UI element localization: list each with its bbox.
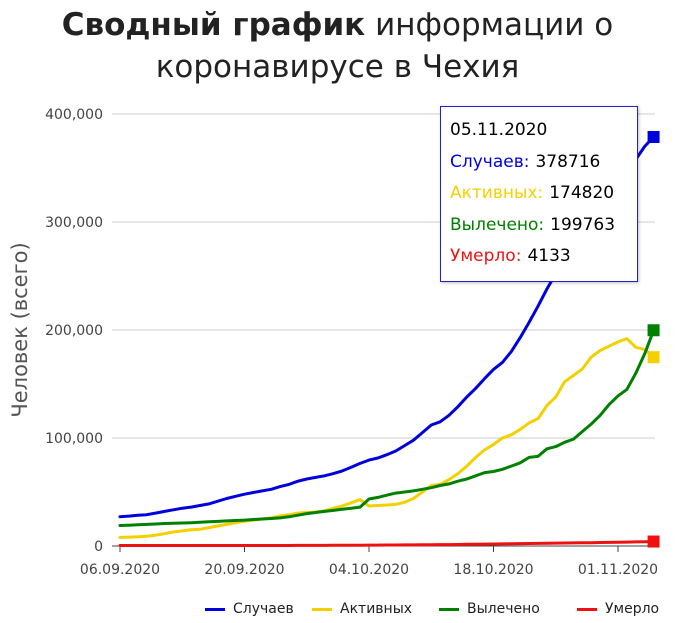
legend-label-recovered: Вылечено xyxy=(467,601,540,617)
legend-label-cases: Случаев xyxy=(233,601,294,617)
tooltip-row-deaths: Умерло: 4133 xyxy=(450,245,637,277)
legend-item-deaths[interactable]: Умерло xyxy=(577,598,659,620)
y-tick-label: 200,000 xyxy=(45,323,103,339)
legend-label-deaths: Умерло xyxy=(605,601,660,617)
legend-item-cases[interactable]: Случаев xyxy=(205,598,294,620)
chart-title-bold: Сводный график xyxy=(61,7,366,43)
tooltip-value-active: 174820 xyxy=(549,183,615,203)
x-tick-label: 04.10.2020 xyxy=(329,562,409,578)
y-tick-label: 400,000 xyxy=(45,107,103,123)
tooltip-label-cases: Случаев: xyxy=(450,151,530,172)
y-tick-label: 300,000 xyxy=(45,215,103,231)
legend-swatch-deaths xyxy=(577,607,597,611)
series-end-marker-1 xyxy=(647,351,660,364)
legend-swatch-recovered xyxy=(439,607,459,611)
chart-title-line2: коронавирусе в Чехия xyxy=(155,49,520,85)
y-axis-title: Человек (всего) xyxy=(8,242,32,417)
tooltip-value-deaths: 4133 xyxy=(527,246,571,266)
tooltip-value-cases: 378716 xyxy=(535,151,601,172)
legend-swatch-active xyxy=(312,607,332,611)
series-end-marker-0 xyxy=(647,130,660,143)
legend-label-active: Активных xyxy=(340,601,413,617)
legend-item-recovered[interactable]: Вылечено xyxy=(439,598,540,620)
series-line-1 xyxy=(118,337,656,539)
series-end-marker-3 xyxy=(647,535,660,548)
series-line-2 xyxy=(118,328,656,527)
tooltip-label-recovered: Вылечено: xyxy=(450,214,545,235)
tooltip-label-deaths: Умерло: xyxy=(450,246,522,266)
tooltip-row-active: Активных: 174820 xyxy=(450,182,637,214)
x-tick-label: 18.10.2020 xyxy=(453,562,533,578)
tooltip-date: 05.11.2020 xyxy=(450,120,548,140)
legend-swatch-cases xyxy=(205,607,225,611)
y-tick-label: 0 xyxy=(94,539,103,555)
x-tick-label: 01.11.2020 xyxy=(578,562,658,578)
legend-item-active[interactable]: Активных xyxy=(312,598,412,620)
chart-title: Сводный график информации о коронавирусе… xyxy=(0,4,675,88)
tooltip-row-cases: Случаев: 378716 xyxy=(450,151,637,183)
x-tick-label: 06.09.2020 xyxy=(80,562,160,578)
data-tooltip: 05.11.2020 Случаев: 378716 Активных: 17482… xyxy=(440,106,638,282)
tooltip-row-recovered: Вылечено: 199763 xyxy=(450,214,637,246)
series-line-3 xyxy=(118,540,656,547)
series-end-marker-2 xyxy=(647,324,660,337)
y-tick-label: 100,000 xyxy=(45,431,103,447)
chart-title-rest: информации о xyxy=(365,7,614,43)
tooltip-value-recovered: 199763 xyxy=(550,214,616,235)
tooltip-label-active: Активных: xyxy=(450,183,544,203)
x-tick-label: 20.09.2020 xyxy=(204,562,284,578)
